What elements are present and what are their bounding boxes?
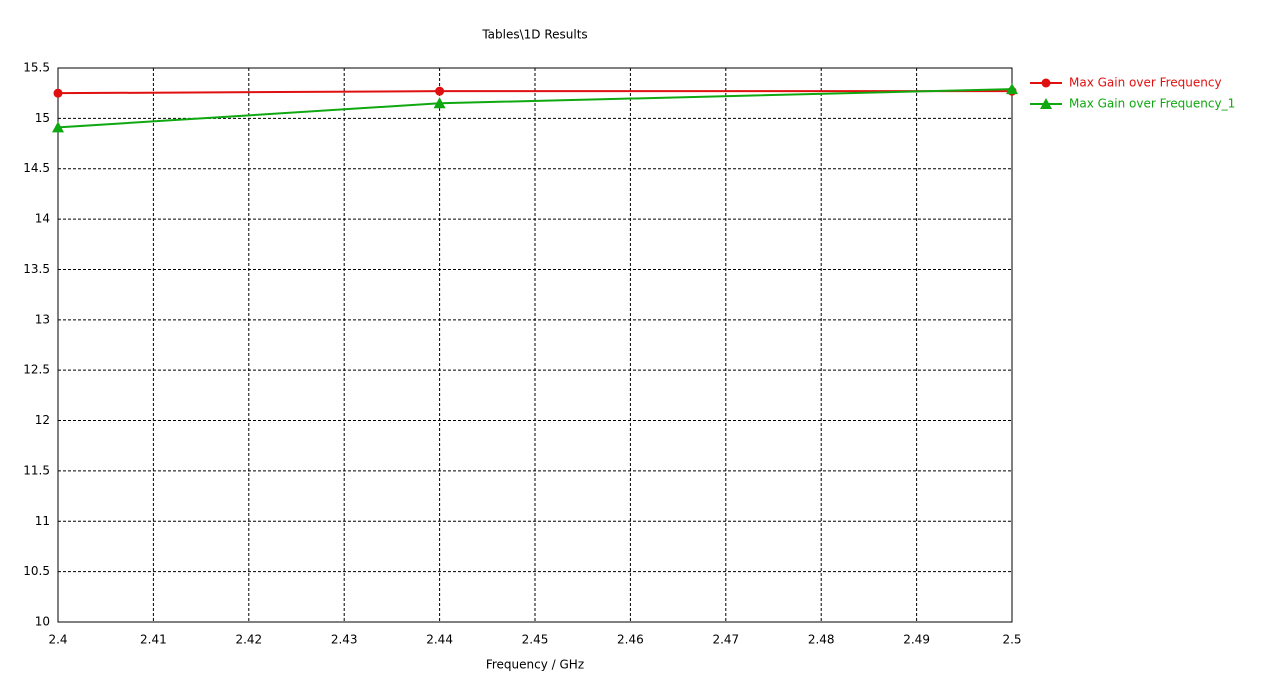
marker (1041, 78, 1051, 88)
y-tick-label: 11.5 (23, 463, 50, 477)
x-tick-label: 2.45 (522, 633, 549, 647)
y-tick-label: 15 (35, 111, 50, 125)
x-tick-label: 2.43 (331, 633, 358, 647)
marker (52, 121, 64, 133)
x-tick-label: 2.44 (426, 633, 453, 647)
marker (1040, 98, 1052, 109)
y-tick-label: 14.5 (23, 161, 50, 175)
marker (433, 97, 446, 109)
y-tick-label: 14 (35, 212, 50, 226)
y-tick-label: 13.5 (23, 262, 50, 276)
x-tick-label: 2.47 (712, 633, 739, 647)
y-tick-label: 12.5 (23, 363, 50, 377)
legend-label: Max Gain over Frequency_1 (1069, 97, 1235, 111)
y-tick-label: 13 (35, 312, 50, 326)
x-tick-label: 2.5 (1002, 633, 1021, 647)
legend-label: Max Gain over Frequency (1069, 76, 1222, 90)
y-tick-label: 12 (35, 413, 50, 427)
x-tick-label: 2.48 (808, 633, 835, 647)
x-tick-label: 2.4 (48, 633, 67, 647)
plot-frame (57, 67, 1013, 623)
y-tick-label: 15.5 (23, 61, 50, 75)
marker (53, 88, 63, 98)
marker (435, 86, 445, 96)
x-tick-label: 2.49 (903, 633, 930, 647)
x-tick-label: 2.46 (617, 633, 644, 647)
chart-title: Tables\1D Results (481, 28, 587, 42)
marker (1006, 83, 1018, 95)
y-tick-label: 10.5 (23, 564, 50, 578)
y-tick-label: 11 (35, 514, 50, 528)
x-axis-label: Frequency / GHz (486, 658, 584, 672)
x-tick-label: 2.41 (140, 633, 167, 647)
y-tick-label: 10 (35, 615, 50, 629)
x-tick-label: 2.42 (235, 633, 262, 647)
